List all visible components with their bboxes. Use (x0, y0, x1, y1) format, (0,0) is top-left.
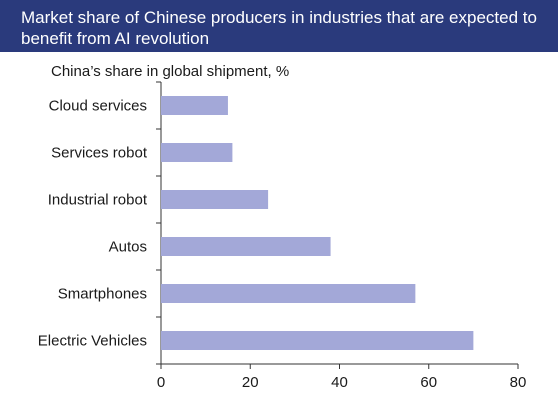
category-label: Smartphones (58, 286, 147, 303)
bar-autos (161, 237, 331, 256)
category-label: Cloud services (49, 98, 147, 115)
bar-smartphones (161, 284, 416, 303)
title-bar: Market share of Chinese producers in ind… (0, 0, 558, 52)
x-tick-label: 40 (331, 374, 348, 391)
category-label: Autos (109, 239, 147, 256)
category-label: Electric Vehicles (38, 333, 147, 350)
chart-title: Market share of Chinese producers in ind… (21, 8, 537, 48)
bar-electric-vehicles (161, 331, 474, 350)
x-tick-label: 20 (242, 374, 259, 391)
y-axis-label: China’s share in global shipment, % (51, 63, 289, 80)
bar-services-robot (161, 143, 233, 162)
x-tick-label: 0 (157, 374, 165, 391)
category-label: Industrial robot (48, 192, 148, 209)
bar-cloud-services (161, 96, 228, 115)
category-label: Services robot (51, 145, 148, 162)
bar-industrial-robot (161, 190, 269, 209)
x-tick-label: 60 (420, 374, 437, 391)
x-tick-label: 80 (510, 374, 527, 391)
